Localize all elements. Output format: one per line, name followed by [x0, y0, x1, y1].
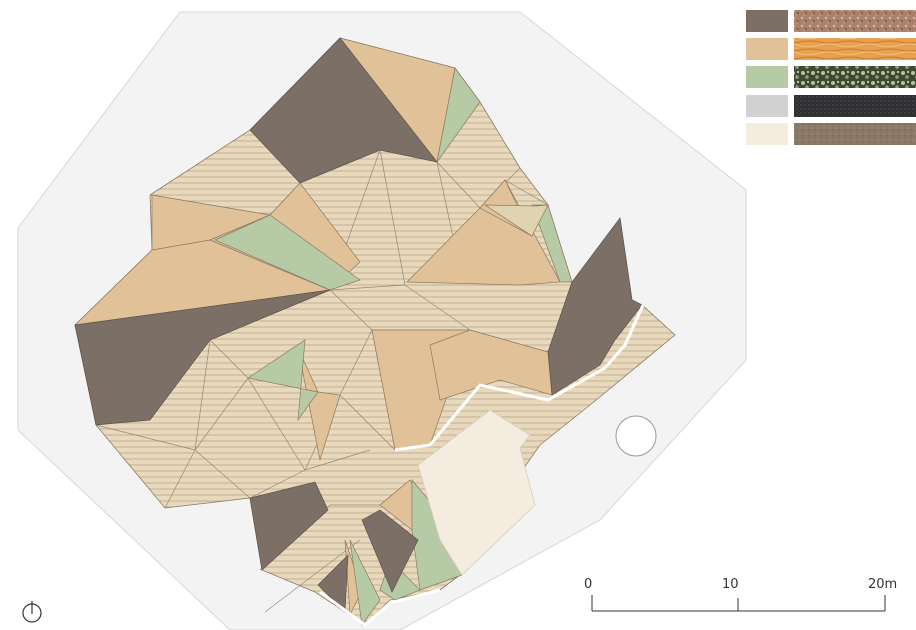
scale-bar: [591, 595, 886, 612]
legend-swatch-stone: [746, 10, 788, 32]
legend-wood: [746, 38, 916, 60]
legend-swatch-wood: [746, 38, 788, 60]
planting-facets: [214, 67, 573, 626]
path-edge: [394, 304, 645, 452]
legend-planting: [746, 66, 916, 88]
planting-texture: [794, 66, 916, 88]
legend-stone: [746, 10, 916, 32]
path-edge-lower: [319, 588, 441, 627]
scale-label-20: 20m: [868, 577, 897, 592]
sand-area: [417, 409, 536, 576]
sand-texture: [794, 123, 916, 145]
legend-swatch-planting: [746, 66, 788, 88]
round-feature: [615, 415, 657, 457]
legend-swatch-gravel: [746, 95, 788, 117]
legend-sand: [746, 123, 916, 145]
legend-gravel: [746, 95, 916, 117]
stone-texture: [794, 10, 916, 32]
legend-swatch-sand: [746, 123, 788, 145]
scale-label-0: 0: [584, 577, 592, 592]
wood-texture: [794, 38, 916, 60]
scale-label-10: 10: [722, 577, 739, 592]
legend: [746, 10, 916, 145]
north-arrow-icon: [22, 601, 42, 623]
gravel-texture: [794, 95, 916, 117]
stone-facets: [74, 37, 643, 613]
planting-accent: [483, 204, 549, 237]
